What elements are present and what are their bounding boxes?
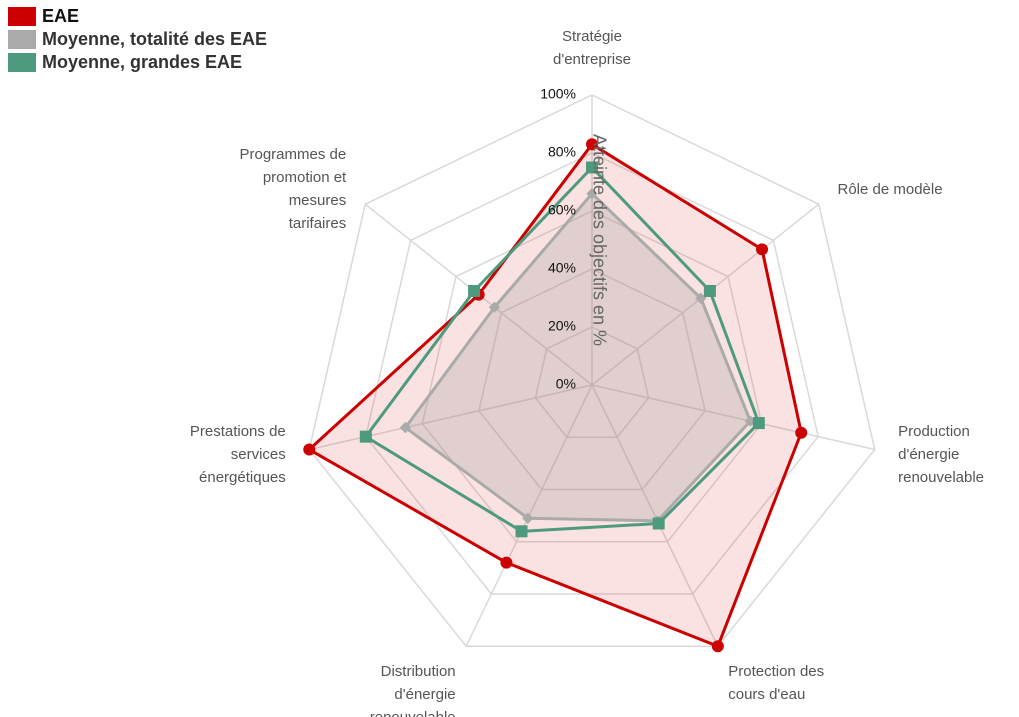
axis-title: Atteinte des objectifs en %: [589, 134, 609, 346]
legend-entry: Moyenne, totalité des EAE: [42, 29, 268, 49]
marker: [703, 284, 716, 297]
marker: [399, 421, 412, 434]
marker: [359, 430, 372, 443]
grid-ring: [365, 152, 819, 595]
category-label: Protection des cours d'eau: [728, 662, 825, 703]
tick-label: 60%: [548, 202, 576, 218]
tick-label: 20%: [548, 318, 576, 334]
marker: [522, 512, 534, 524]
legend-swatch: [8, 7, 36, 26]
tick-label: 0%: [556, 376, 576, 392]
series-area: [364, 166, 761, 533]
marker: [586, 187, 598, 200]
grid-ring: [421, 210, 763, 543]
marker: [795, 426, 808, 439]
marker: [303, 443, 316, 456]
grid-ring: [478, 268, 706, 491]
marker: [652, 517, 665, 530]
category-label: Stratégie d'entreprise: [553, 28, 631, 68]
marker: [586, 161, 598, 174]
marker: [752, 417, 765, 430]
legend-swatch: [8, 53, 36, 72]
category-label: Prestations de services énergétiques: [189, 423, 286, 487]
marker: [756, 243, 769, 256]
tick-label: 40%: [548, 260, 576, 276]
series-area: [403, 192, 752, 523]
legend-entry: EAE: [42, 6, 80, 26]
grid-ring: [308, 94, 876, 648]
marker: [500, 556, 513, 569]
tick-label: 100%: [540, 86, 576, 102]
legend-swatch: [8, 30, 36, 49]
spoke: [591, 384, 719, 647]
marker: [586, 138, 598, 151]
legend-entry: Moyenne, grandes EAE: [42, 52, 243, 72]
category-label: Rôle de modèle: [837, 180, 943, 198]
marker: [515, 525, 528, 538]
grid-ring: [534, 326, 650, 439]
category-label: Programmes de promotion et mesures tarif…: [239, 146, 347, 233]
spoke: [309, 384, 593, 451]
marker: [468, 284, 481, 297]
marker: [695, 292, 707, 304]
spoke: [591, 384, 875, 451]
category-label: Production d'énergie renouvelable: [898, 423, 985, 487]
tick-label: 80%: [548, 144, 576, 160]
category-label: Distribution d'énergie renouvelable: [370, 662, 456, 717]
marker: [711, 640, 724, 653]
marker: [488, 301, 501, 313]
